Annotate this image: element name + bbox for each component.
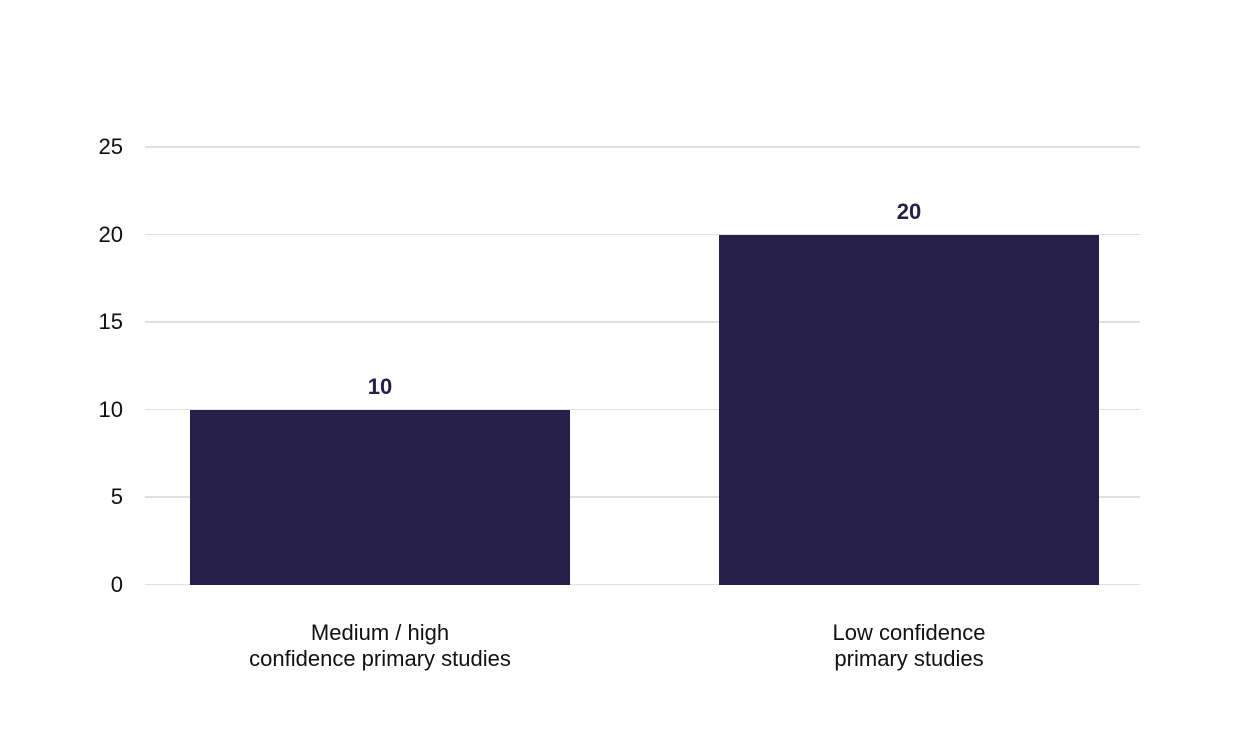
gridline-y-15	[145, 321, 1140, 323]
x-axis-category-label: Medium / high confidence primary studies	[130, 620, 630, 672]
y-axis-tick-label-15: 15	[98, 309, 123, 334]
bar-value-label: 10	[367, 373, 393, 399]
y-axis-tick-label-20: 20	[98, 221, 123, 247]
y-axis-tick-label-10: 10	[98, 396, 123, 422]
bar-medium-high-confidence-primary-studies[interactable]	[190, 409, 570, 585]
bar-low-confidence-primary-studies[interactable]	[719, 234, 1099, 585]
gridline-y-10	[145, 408, 1140, 411]
gridline-y-25	[145, 146, 1140, 148]
x-axis-category-label: Low confidence primary studies	[659, 620, 1159, 672]
x-axis-category-label-line: Medium / high	[310, 620, 450, 645]
gridline-y-0	[145, 583, 1140, 586]
x-axis-category-label-line: confidence primary studies	[249, 646, 511, 671]
x-axis-category-label-line: primary studies	[834, 646, 984, 671]
y-axis-tick-label-25: 25	[98, 134, 123, 159]
y-axis-tick-label-5: 5	[110, 484, 123, 509]
x-axis-category-label-line: Low confidence	[832, 620, 986, 645]
gridline-y-5	[145, 496, 1140, 498]
bar-value-label: 20	[896, 198, 922, 224]
gridline-y-20	[145, 233, 1140, 236]
y-axis-tick-label-0: 0	[110, 571, 123, 597]
